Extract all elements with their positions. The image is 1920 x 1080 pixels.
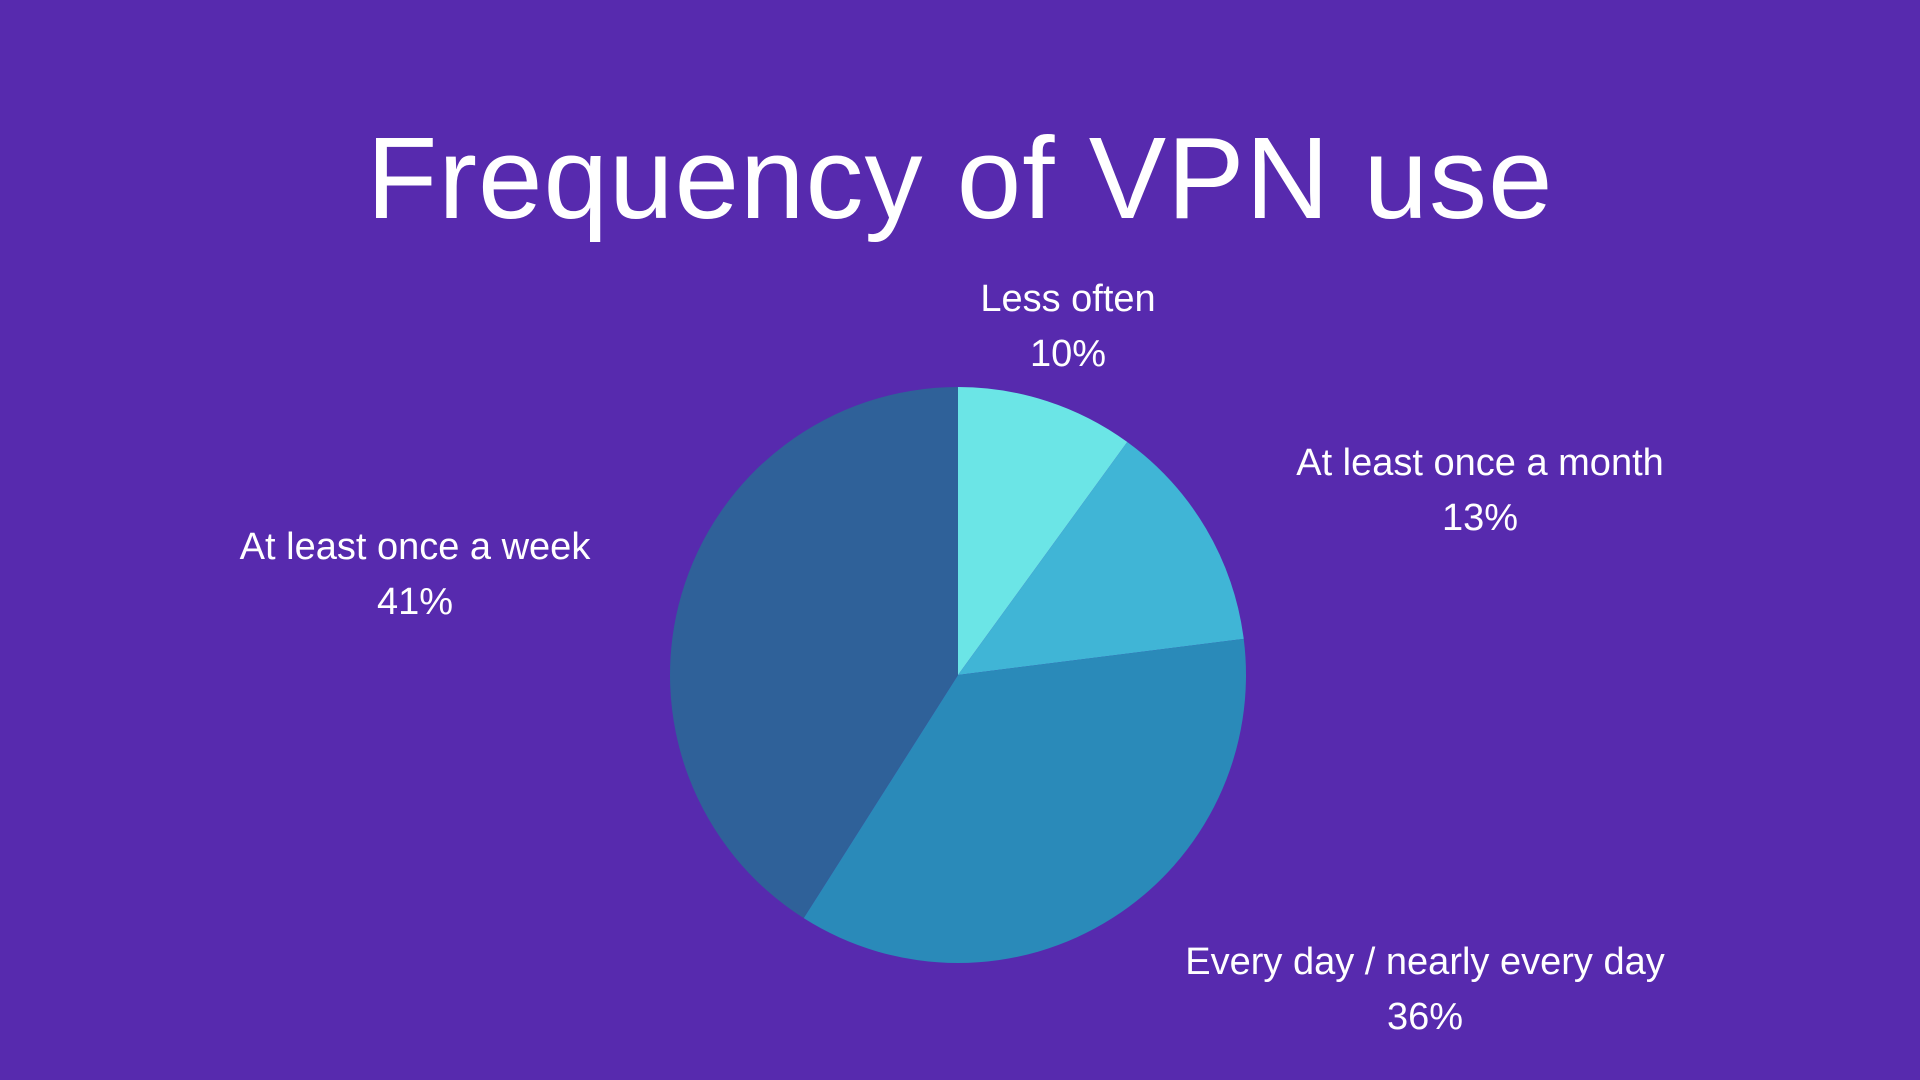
pie-slice-less-often (958, 387, 1128, 675)
slice-value-text: 10% (1029, 333, 1107, 375)
slice-value-text: 41% (376, 581, 454, 623)
slice-label-once-a-month: At least once a month 13% (1296, 436, 1664, 546)
slice-label-text: Every day / nearly every day (1185, 941, 1665, 983)
slice-label-once-a-week: At least once a week 41% (240, 520, 591, 630)
slice-label-text: At least once a week (239, 526, 591, 568)
slice-value-text: 36% (1386, 996, 1464, 1038)
pie-slice-once-a-month (958, 442, 1244, 675)
chart-title: Frequency of VPN use (366, 113, 1554, 243)
slice-label-less-often: Less often 10% (980, 272, 1155, 382)
slice-label-text: At least once a month (1296, 442, 1664, 484)
slice-label-text: Less often (980, 278, 1156, 320)
slice-label-every-day: Every day / nearly every day 36% (1185, 935, 1664, 1045)
pie-slice-every-day (803, 638, 1247, 964)
pie-slice-once-a-week (669, 387, 958, 919)
slice-value-text: 13% (1441, 497, 1519, 539)
